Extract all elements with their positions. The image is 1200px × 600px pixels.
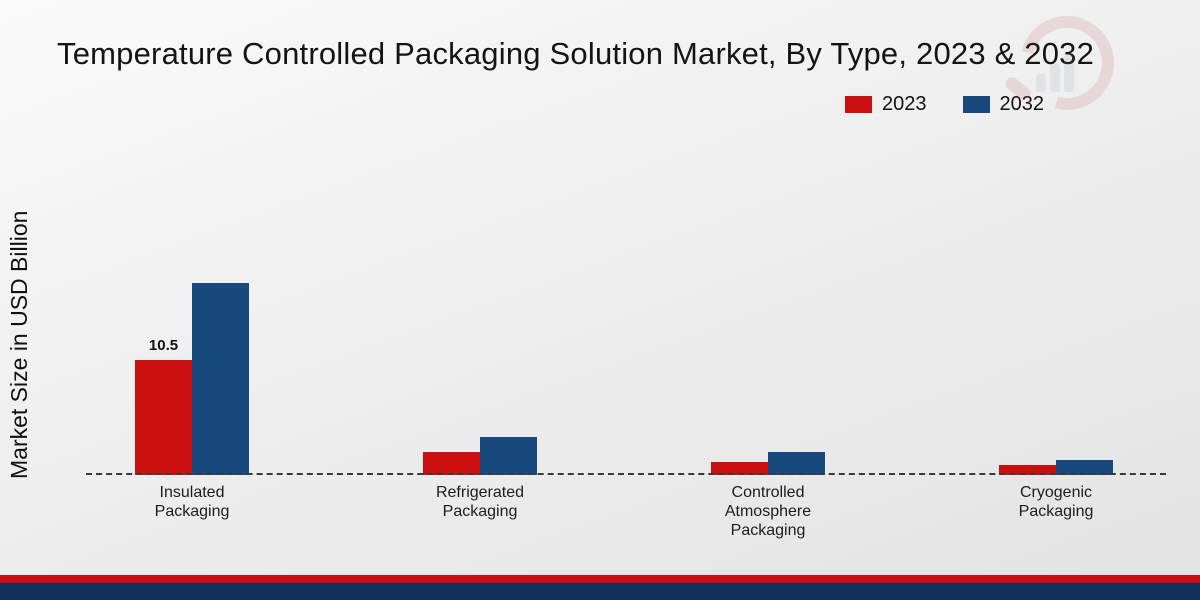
- bar-2023-controlled-atmosphere-packaging: [711, 461, 768, 475]
- bar-2032-refrigerated-packaging: [480, 436, 537, 475]
- y-axis-label: Market Size in USD Billion: [6, 210, 32, 480]
- watermark-bar-icon: [1036, 74, 1046, 92]
- legend: 2023 2032: [845, 93, 1044, 116]
- plot-area: 10.5: [48, 160, 1200, 475]
- footer-blue-strip: [0, 583, 1200, 600]
- legend-label-2023: 2023: [882, 93, 927, 115]
- bar-2023-insulated-packaging: 10.5: [135, 337, 192, 475]
- watermark-logo: [1000, 0, 1132, 128]
- legend-label-2032: 2032: [999, 93, 1045, 115]
- bar-group: [912, 160, 1200, 475]
- bar-group: [336, 160, 624, 475]
- x-axis-category-labels: Insulated Packaging Refrigerated Packagin…: [48, 483, 1200, 541]
- bar-2032-insulated-packaging: [192, 282, 249, 475]
- category-label: Controlled Atmosphere Packaging: [724, 484, 812, 540]
- legend-item-2023: 2023: [845, 93, 927, 116]
- bar-value-label: 10.5: [148, 336, 179, 354]
- bar-group: [624, 160, 912, 475]
- bar-2023-cryogenic-packaging: [999, 465, 1056, 475]
- watermark-bar-icon: [1064, 54, 1074, 92]
- category-label: Cryogenic Packaging: [1018, 484, 1094, 521]
- legend-item-2032: 2032: [962, 93, 1045, 116]
- legend-swatch-2023: [845, 96, 872, 113]
- bar-2032-cryogenic-packaging: [1056, 459, 1113, 475]
- bar-group: 10.5: [48, 160, 336, 475]
- x-axis-line: [86, 473, 1166, 475]
- watermark-bar-icon: [1050, 64, 1060, 92]
- bar-2032-controlled-atmosphere-packaging: [768, 451, 825, 475]
- legend-swatch-2032: [962, 96, 990, 113]
- chart-title: Temperature Controlled Packaging Solutio…: [57, 36, 1095, 71]
- category-label: Insulated Packaging: [154, 484, 230, 521]
- bar-2023-refrigerated-packaging: [423, 451, 480, 475]
- category-label: Refrigerated Packaging: [435, 484, 525, 521]
- footer-red-strip: [0, 575, 1200, 583]
